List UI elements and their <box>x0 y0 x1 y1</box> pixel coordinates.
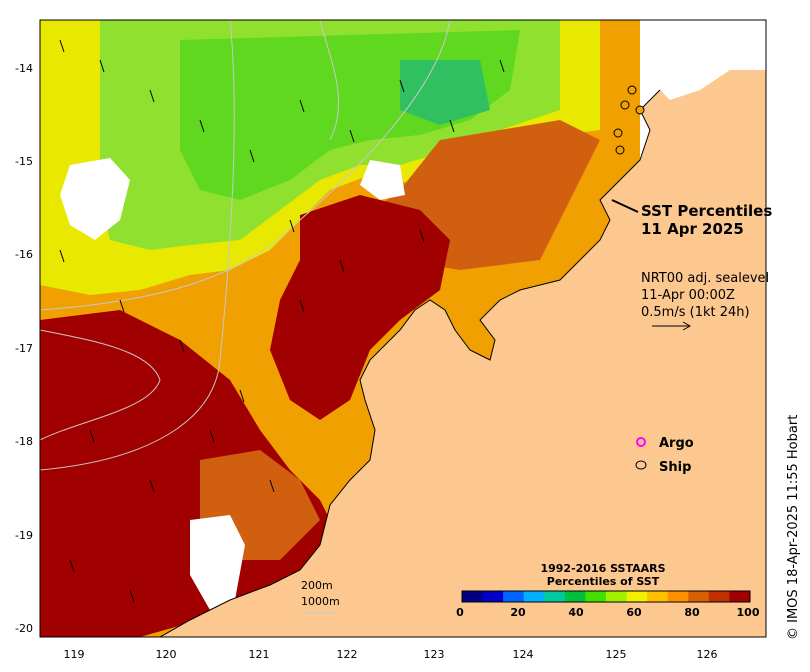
colorbar-swatch <box>523 591 545 602</box>
colorbar-swatch <box>482 591 504 602</box>
ship-observations <box>613 85 645 155</box>
contour-200m-label: 200m <box>301 579 333 592</box>
map-frame <box>39 19 767 638</box>
colorbar-tick: 100 <box>737 606 760 619</box>
land-australia <box>158 19 767 638</box>
colorbar-ticks: 0 20 40 60 80 100 <box>456 606 760 619</box>
colorbar-title-2: Percentiles of SST <box>547 575 660 588</box>
map-title-line1: SST Percentiles <box>641 202 772 220</box>
x-tick-label: 121 <box>249 648 270 661</box>
colorbar-tick: 20 <box>510 606 526 619</box>
colorbar-swatch <box>585 591 607 602</box>
y-tick-label: -16 <box>15 248 33 261</box>
y-tick-label: -20 <box>15 622 33 635</box>
argo-marker-icon <box>636 437 646 447</box>
y-tick-label: -14 <box>15 62 33 75</box>
colorbar-swatch <box>544 591 566 602</box>
contour-1000m-label: 1000m <box>301 595 340 608</box>
colorbar-swatch <box>708 591 730 602</box>
x-tick-label: 125 <box>606 648 627 661</box>
current-vectors <box>59 39 505 603</box>
colorbar-tick: 80 <box>684 606 700 619</box>
x-tick-label: 123 <box>424 648 445 661</box>
bathymetry-contours <box>39 19 451 471</box>
colorbar-swatch <box>647 591 669 602</box>
colorbar-swatch <box>667 591 689 602</box>
colorbar-title-1: 1992-2016 SSTAARS <box>540 562 665 575</box>
ship-marker-icon <box>635 460 647 470</box>
y-tick-label: -17 <box>15 342 33 355</box>
vector-note-line3: 0.5m/s (1kt 24h) <box>641 305 750 320</box>
colorbar-border <box>461 590 751 603</box>
vector-scale-arrow <box>652 321 692 331</box>
colorbar-tick: 40 <box>568 606 584 619</box>
vector-note-line1: NRT00 adj. sealevel <box>641 271 769 286</box>
no-data-top-right <box>640 20 766 100</box>
colorbar-swatch <box>606 591 628 602</box>
y-tick-label: -19 <box>15 529 33 542</box>
x-tick-label: 122 <box>337 648 358 661</box>
x-tick-label: 126 <box>697 648 718 661</box>
colorbar-swatch <box>462 591 484 602</box>
y-tick-label: -18 <box>15 435 33 448</box>
title-pointer <box>611 199 639 213</box>
colorbar-swatch <box>503 591 525 602</box>
colorbar-tick: 0 <box>456 606 464 619</box>
colorbar-swatch <box>564 591 586 602</box>
colorbar-swatch <box>729 591 751 602</box>
colorbar <box>461 590 751 603</box>
x-tick-label: 120 <box>156 648 177 661</box>
y-tick-label: -15 <box>15 155 33 168</box>
argo-legend-label: Argo <box>659 436 694 451</box>
ship-legend-label: Ship <box>659 460 691 475</box>
x-tick-label: 119 <box>64 648 85 661</box>
map-title-line2: 11 Apr 2025 <box>641 220 744 238</box>
x-axis: 119 120 121 122 123 124 125 126 <box>64 648 718 661</box>
credit-text: © IMOS 18-Apr-2025 11:55 Hobart <box>786 415 801 640</box>
vector-note-line2: 11-Apr 00:00Z <box>641 288 735 303</box>
x-tick-label: 124 <box>513 648 534 661</box>
y-axis: -14 -15 -16 -17 -18 -19 -20 <box>15 62 33 635</box>
colorbar-tick: 60 <box>626 606 642 619</box>
colorbar-swatch <box>626 591 648 602</box>
colorbar-swatch <box>688 591 710 602</box>
